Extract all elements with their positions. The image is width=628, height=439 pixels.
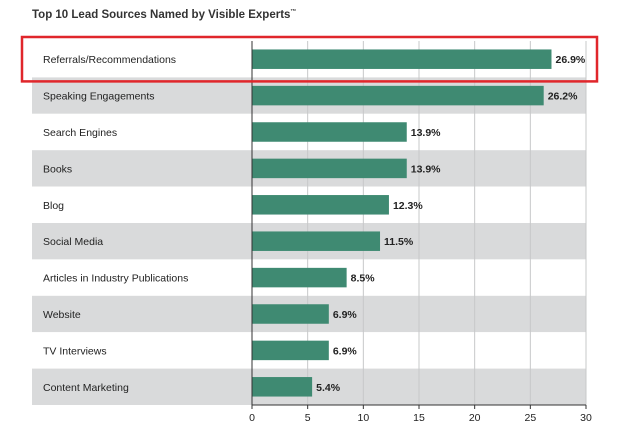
bar	[252, 231, 381, 251]
value-label: 26.2%	[548, 91, 578, 103]
bar	[252, 158, 407, 179]
bar	[252, 267, 347, 288]
x-tick-label: 15	[413, 412, 425, 424]
category-label: Referrals/Recommendations	[43, 54, 176, 66]
bar	[252, 195, 389, 215]
category-label: Website	[43, 309, 81, 321]
value-label: 13.9%	[411, 163, 441, 175]
value-label: 26.9%	[555, 54, 585, 66]
category-label: Blog	[43, 200, 64, 212]
x-tick-label: 25	[524, 412, 536, 424]
x-tick-label: 10	[357, 412, 369, 424]
bar	[252, 49, 552, 69]
value-label: 6.9%	[333, 309, 358, 321]
bar	[252, 85, 544, 106]
category-label: Articles in Industry Publications	[43, 273, 188, 285]
category-label: Social Media	[43, 236, 103, 248]
x-tick-label: 5	[305, 412, 311, 424]
value-label: 6.9%	[333, 345, 358, 357]
category-label: TV Interviews	[43, 345, 107, 357]
bar	[252, 377, 313, 397]
value-label: 12.3%	[393, 200, 423, 212]
x-tick-label: 0	[249, 412, 255, 424]
category-label: Books	[43, 163, 72, 175]
value-label: 8.5%	[351, 273, 376, 285]
x-tick-label: 30	[580, 412, 592, 424]
x-tick-label: 20	[469, 412, 481, 424]
category-label: Speaking Engagements	[43, 91, 155, 103]
bar	[252, 122, 407, 142]
bar	[252, 304, 329, 324]
category-label: Content Marketing	[43, 382, 129, 394]
value-label: 13.9%	[411, 127, 441, 139]
bar	[252, 340, 329, 361]
value-label: 5.4%	[316, 382, 341, 394]
chart-title: Top 10 Lead Sources Named by Visible Exp…	[32, 9, 297, 21]
highlight-frame	[20, 35, 599, 83]
value-label: 11.5%	[384, 236, 414, 248]
category-label: Search Engines	[43, 127, 117, 139]
